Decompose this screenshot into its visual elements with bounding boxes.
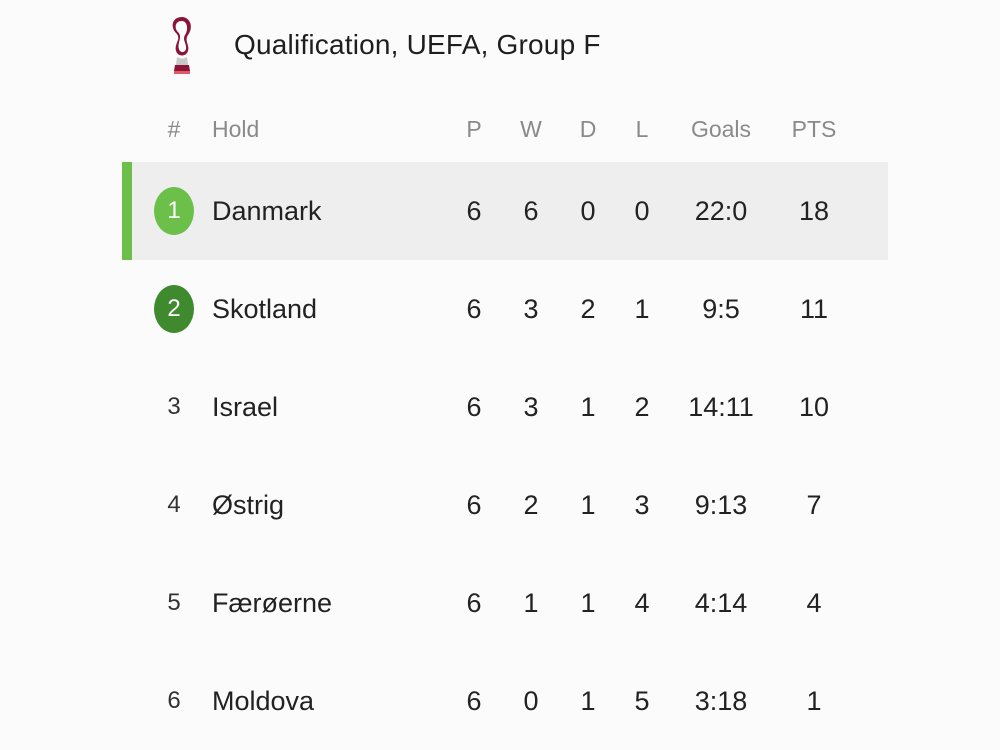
played-cell: 6: [466, 195, 482, 226]
column-header-goals[interactable]: Goals: [690, 115, 752, 142]
column-header-wins[interactable]: W: [520, 115, 542, 142]
team-name[interactable]: Færøerne: [212, 587, 333, 618]
played-cell: 6: [466, 489, 482, 520]
losses-cell: 0: [634, 195, 650, 226]
team-name[interactable]: Moldova: [212, 685, 315, 716]
goals-cell: 14:11: [688, 391, 754, 422]
team-name[interactable]: Danmark: [212, 195, 322, 226]
wins-cell: 3: [523, 293, 539, 324]
position-cell: 2: [154, 260, 194, 358]
wins-cell: 1: [523, 587, 539, 618]
standings-table: # Hold P W D L Goals PTS 1 Danmark 6 6 0…: [122, 96, 888, 750]
draws-cell: 1: [580, 685, 596, 716]
position-cell: 4: [167, 491, 181, 518]
played-cell: 6: [466, 685, 482, 716]
column-header-team[interactable]: Hold: [212, 115, 260, 142]
column-header-played[interactable]: P: [466, 115, 482, 142]
wins-cell: 2: [523, 489, 539, 520]
page-title: Qualification, UEFA, Group F: [234, 29, 601, 60]
goals-cell: 3:18: [694, 685, 748, 716]
goals-cell: 9:5: [702, 293, 740, 324]
played-cell: 6: [466, 293, 482, 324]
draws-cell: 1: [580, 587, 596, 618]
table-row[interactable]: 5 Færøerne 6 1 1 4 4:14 4: [122, 554, 888, 652]
losses-cell: 2: [634, 391, 650, 422]
played-cell: 6: [466, 587, 482, 618]
goals-cell: 9:13: [694, 489, 748, 520]
team-name[interactable]: Skotland: [212, 293, 318, 324]
losses-cell: 1: [634, 293, 650, 324]
world-cup-trophy-icon: [172, 17, 191, 74]
points-cell: 10: [798, 391, 830, 422]
points-cell: 4: [806, 587, 822, 618]
column-header-pos[interactable]: #: [167, 115, 181, 142]
draws-cell: 2: [580, 293, 596, 324]
header: Qualification, UEFA, Group F: [160, 10, 601, 80]
draws-cell: 1: [580, 489, 596, 520]
playoff-position-badge: 2: [154, 285, 194, 333]
losses-cell: 4: [634, 587, 650, 618]
draws-cell: 1: [580, 391, 596, 422]
points-cell: 11: [799, 293, 829, 324]
losses-cell: 3: [634, 489, 650, 520]
table-row[interactable]: 1 Danmark 6 6 0 0 22:0 18: [122, 162, 888, 260]
goals-cell: 4:14: [694, 587, 748, 618]
wins-cell: 3: [523, 391, 539, 422]
wins-cell: 0: [523, 685, 539, 716]
team-name[interactable]: Israel: [212, 391, 279, 422]
points-cell: 18: [798, 195, 830, 226]
draws-cell: 0: [580, 195, 596, 226]
table-header-row: # Hold P W D L Goals PTS: [122, 96, 888, 162]
qualified-position-badge: 1: [154, 187, 194, 235]
position-cell: 5: [167, 589, 181, 616]
table-row[interactable]: 3 Israel 6 3 1 2 14:11 10: [122, 358, 888, 456]
table-row[interactable]: 4 Østrig 6 2 1 3 9:13 7: [122, 456, 888, 554]
losses-cell: 5: [634, 685, 650, 716]
table-row[interactable]: 2 Skotland 6 3 2 1 9:5 11: [122, 260, 888, 358]
goals-cell: 22:0: [694, 195, 748, 226]
column-header-draws[interactable]: D: [579, 115, 597, 142]
column-header-losses[interactable]: L: [635, 115, 649, 142]
table-row[interactable]: 6 Moldova 6 0 1 5 3:18 1: [122, 652, 888, 750]
position-cell: 1: [154, 162, 194, 260]
wins-cell: 6: [523, 195, 539, 226]
team-name[interactable]: Østrig: [212, 489, 285, 520]
column-header-points[interactable]: PTS: [791, 115, 837, 142]
position-cell: 6: [167, 687, 181, 714]
played-cell: 6: [466, 391, 482, 422]
points-cell: 7: [806, 489, 822, 520]
position-cell: 3: [167, 393, 181, 420]
points-cell: 1: [806, 685, 822, 716]
